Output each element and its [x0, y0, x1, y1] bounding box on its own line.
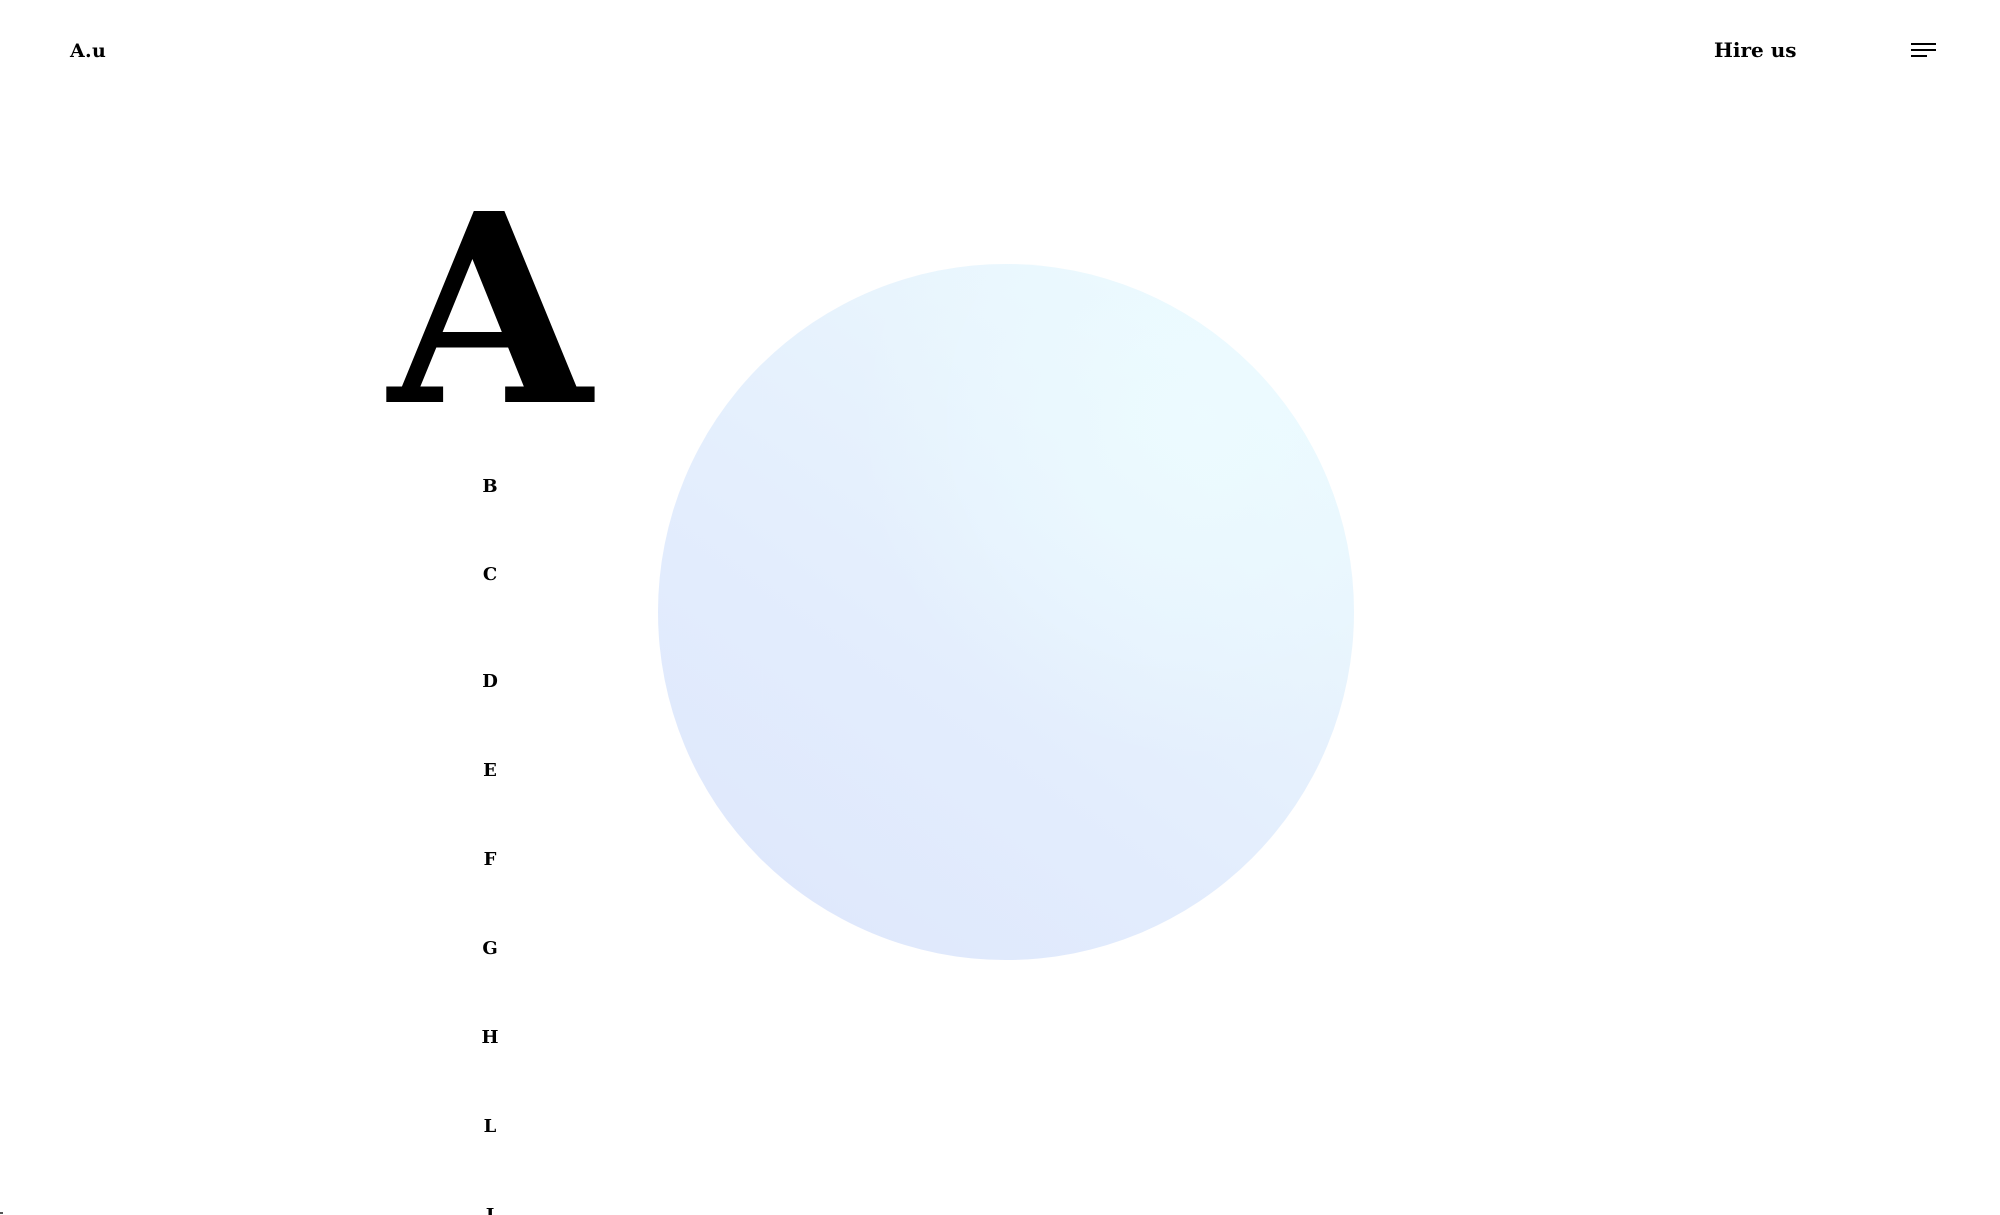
- index-letter-b[interactable]: B: [482, 476, 498, 497]
- index-letter-c[interactable]: C: [482, 564, 498, 585]
- index-letter-f[interactable]: F: [483, 849, 497, 870]
- index-letter-l[interactable]: L: [483, 1116, 497, 1137]
- active-index-letter[interactable]: A: [388, 156, 592, 464]
- corner-divider: [0, 1212, 3, 1214]
- menu-button[interactable]: [1902, 32, 1938, 68]
- hire-us-link[interactable]: Hire us: [1714, 38, 1797, 62]
- index-letter-e[interactable]: E: [483, 760, 497, 781]
- hamburger-menu-icon: [1902, 32, 1938, 68]
- index-letter-g[interactable]: G: [482, 938, 498, 959]
- index-letter-j[interactable]: J: [470, 1204, 510, 1215]
- hero-sphere: [658, 264, 1354, 960]
- index-letter-d[interactable]: D: [482, 671, 498, 692]
- index-letter-h[interactable]: H: [481, 1027, 499, 1048]
- site-logo[interactable]: A.u: [70, 40, 107, 62]
